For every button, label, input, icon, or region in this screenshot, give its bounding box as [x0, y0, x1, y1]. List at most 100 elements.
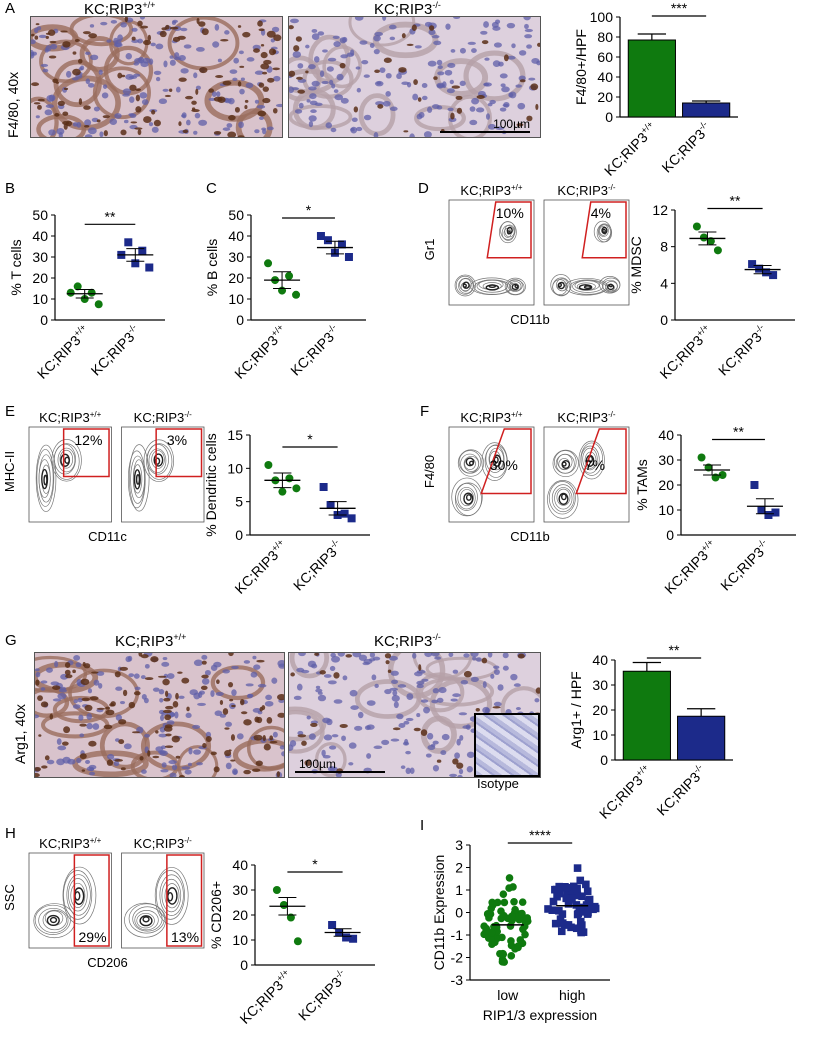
bar-ko — [682, 102, 731, 118]
y-tick-label: 3 — [455, 837, 463, 853]
data-point-wt — [66, 288, 75, 297]
category-label: KC;RIP3+/+ — [600, 119, 660, 179]
flow-contour — [476, 279, 508, 293]
y-tick-label: 0 — [455, 905, 463, 921]
category-label-main: KC;RIP3 — [290, 544, 340, 594]
flow-contour — [551, 484, 575, 513]
chart-f: 0 10 20 30 40 % TAMs ** KC;RIP3+/+ KC;RIP3-/- — [634, 410, 836, 615]
category-label-main: KC;RIP3 — [231, 547, 281, 597]
data-point-wt — [292, 484, 301, 493]
flow-contour — [454, 274, 476, 297]
flow-h: SSC CD206 KC;RIP3+/+ 29% KC;RIP3-/- 13% — [2, 836, 210, 973]
data-point-ko — [347, 514, 356, 523]
isotype-inset — [474, 713, 540, 777]
y-tick-label: -1 — [451, 927, 464, 943]
flow-title-ko: KC;RIP3-/- — [134, 410, 192, 425]
y-tick-label: 40 — [32, 228, 48, 244]
category-label: KC;RIP3-/- — [714, 322, 771, 379]
flow-contour — [504, 277, 526, 296]
data-point-ko — [757, 506, 766, 514]
flow-contour — [601, 226, 608, 235]
flow-contour — [593, 220, 612, 243]
flow-contour — [462, 283, 467, 288]
y-tick-label: 10 — [232, 932, 248, 948]
panel-letter-h: H — [5, 825, 16, 842]
data-point-ko — [124, 238, 133, 247]
flow-contour — [493, 456, 499, 464]
category-label-main: KC;RIP3 — [653, 769, 703, 819]
chart-h: 0 10 20 30 40 % CD206+ * KC;RIP3+/+ KC;RIP3-/- — [208, 840, 410, 1045]
data-point-high — [576, 903, 585, 912]
category-label: KC;RIP3+/+ — [231, 537, 291, 597]
flow-contour — [66, 874, 91, 916]
data-point-wt — [285, 474, 294, 483]
data-point-ko — [769, 271, 778, 280]
data-point-high — [557, 927, 566, 936]
data-point-high — [584, 908, 592, 917]
y-tick-label: 1 — [455, 882, 463, 898]
flow-gate — [581, 201, 627, 259]
data-point-ko — [342, 933, 351, 942]
flow-contour — [509, 282, 520, 291]
flow-contour — [488, 447, 504, 471]
y-tick-label: -2 — [451, 950, 464, 966]
flow-contour — [547, 479, 579, 519]
data-point-wt — [73, 282, 82, 291]
flow-contour — [62, 866, 97, 925]
y-tick-label: 10 — [592, 727, 608, 743]
y-tick-label: 2 — [455, 860, 463, 876]
data-point-wt — [94, 300, 103, 309]
flow-contour — [548, 481, 576, 515]
data-point-high — [578, 892, 586, 901]
data-point-high — [544, 905, 552, 913]
flow-contour — [143, 439, 175, 482]
flow-contour — [458, 277, 474, 294]
y-tick-label: 20 — [658, 477, 674, 493]
y-axis-label: % B cells — [204, 239, 220, 297]
micrograph-texture — [35, 653, 284, 777]
category-label-main: KC;RIP3 — [88, 329, 138, 379]
flow-title-ko: KC;RIP3-/- — [557, 183, 615, 198]
y-tick-label: 20 — [232, 907, 248, 923]
data-point-wt — [713, 246, 722, 255]
flow-gate — [480, 428, 532, 495]
flow-contour — [124, 902, 167, 938]
y-tick-label: 40 — [232, 857, 248, 873]
flow-x-label: CD11b — [510, 312, 550, 327]
flow-contour — [128, 444, 150, 512]
y-axis-label: % CD206+ — [208, 881, 224, 949]
flow-contour — [557, 282, 562, 288]
data-point-wt — [292, 290, 301, 299]
micro-title-g-ko: KC;RIP3-/- — [374, 632, 441, 650]
data-point-ko — [326, 501, 335, 509]
flow-contour — [459, 489, 474, 507]
y-tick-label: 30 — [32, 249, 48, 265]
flow-pct-wt: 10% — [496, 205, 524, 221]
significance-stars: * — [306, 202, 312, 218]
y-tick-label: 50 — [228, 207, 244, 223]
flow-title-wt-sup: +/+ — [90, 410, 102, 419]
data-point-wt — [278, 487, 287, 496]
flow-y-label: Gr1 — [422, 239, 437, 261]
data-point-low — [499, 949, 507, 958]
flow-f: F4/80 CD11b KC;RIP3+/+ 30% KC;RIP3-/- 7% — [422, 410, 635, 547]
micrograph-texture — [289, 17, 540, 137]
data-point-wt — [706, 237, 715, 246]
data-point-low — [510, 897, 518, 906]
flow-contour — [481, 442, 508, 481]
y-tick-label: 0 — [40, 312, 48, 328]
data-point-low — [497, 907, 505, 915]
scale-bar-a — [440, 131, 530, 133]
flow-title-ko: KC;RIP3-/- — [557, 410, 615, 425]
chart-svg: 0 10 20 30 40 50 % B cells * KC;RIP3+/+ KC;RIP3-/… — [204, 202, 366, 382]
data-point-high — [548, 906, 557, 914]
y-tick-label: 0 — [236, 312, 244, 328]
flow-contour — [578, 440, 605, 480]
data-point-ko — [755, 264, 764, 273]
flow-pct-ko: 4% — [591, 205, 611, 221]
chart-svg: 0 10 20 30 40 % TAMs ** KC;RIP3+/+ KC;RIP3-/- — [634, 424, 796, 597]
data-point-low — [482, 927, 490, 935]
data-point-high — [563, 889, 572, 898]
flow-gate — [155, 428, 203, 478]
category-label: KC;RIP3-/- — [87, 322, 144, 379]
